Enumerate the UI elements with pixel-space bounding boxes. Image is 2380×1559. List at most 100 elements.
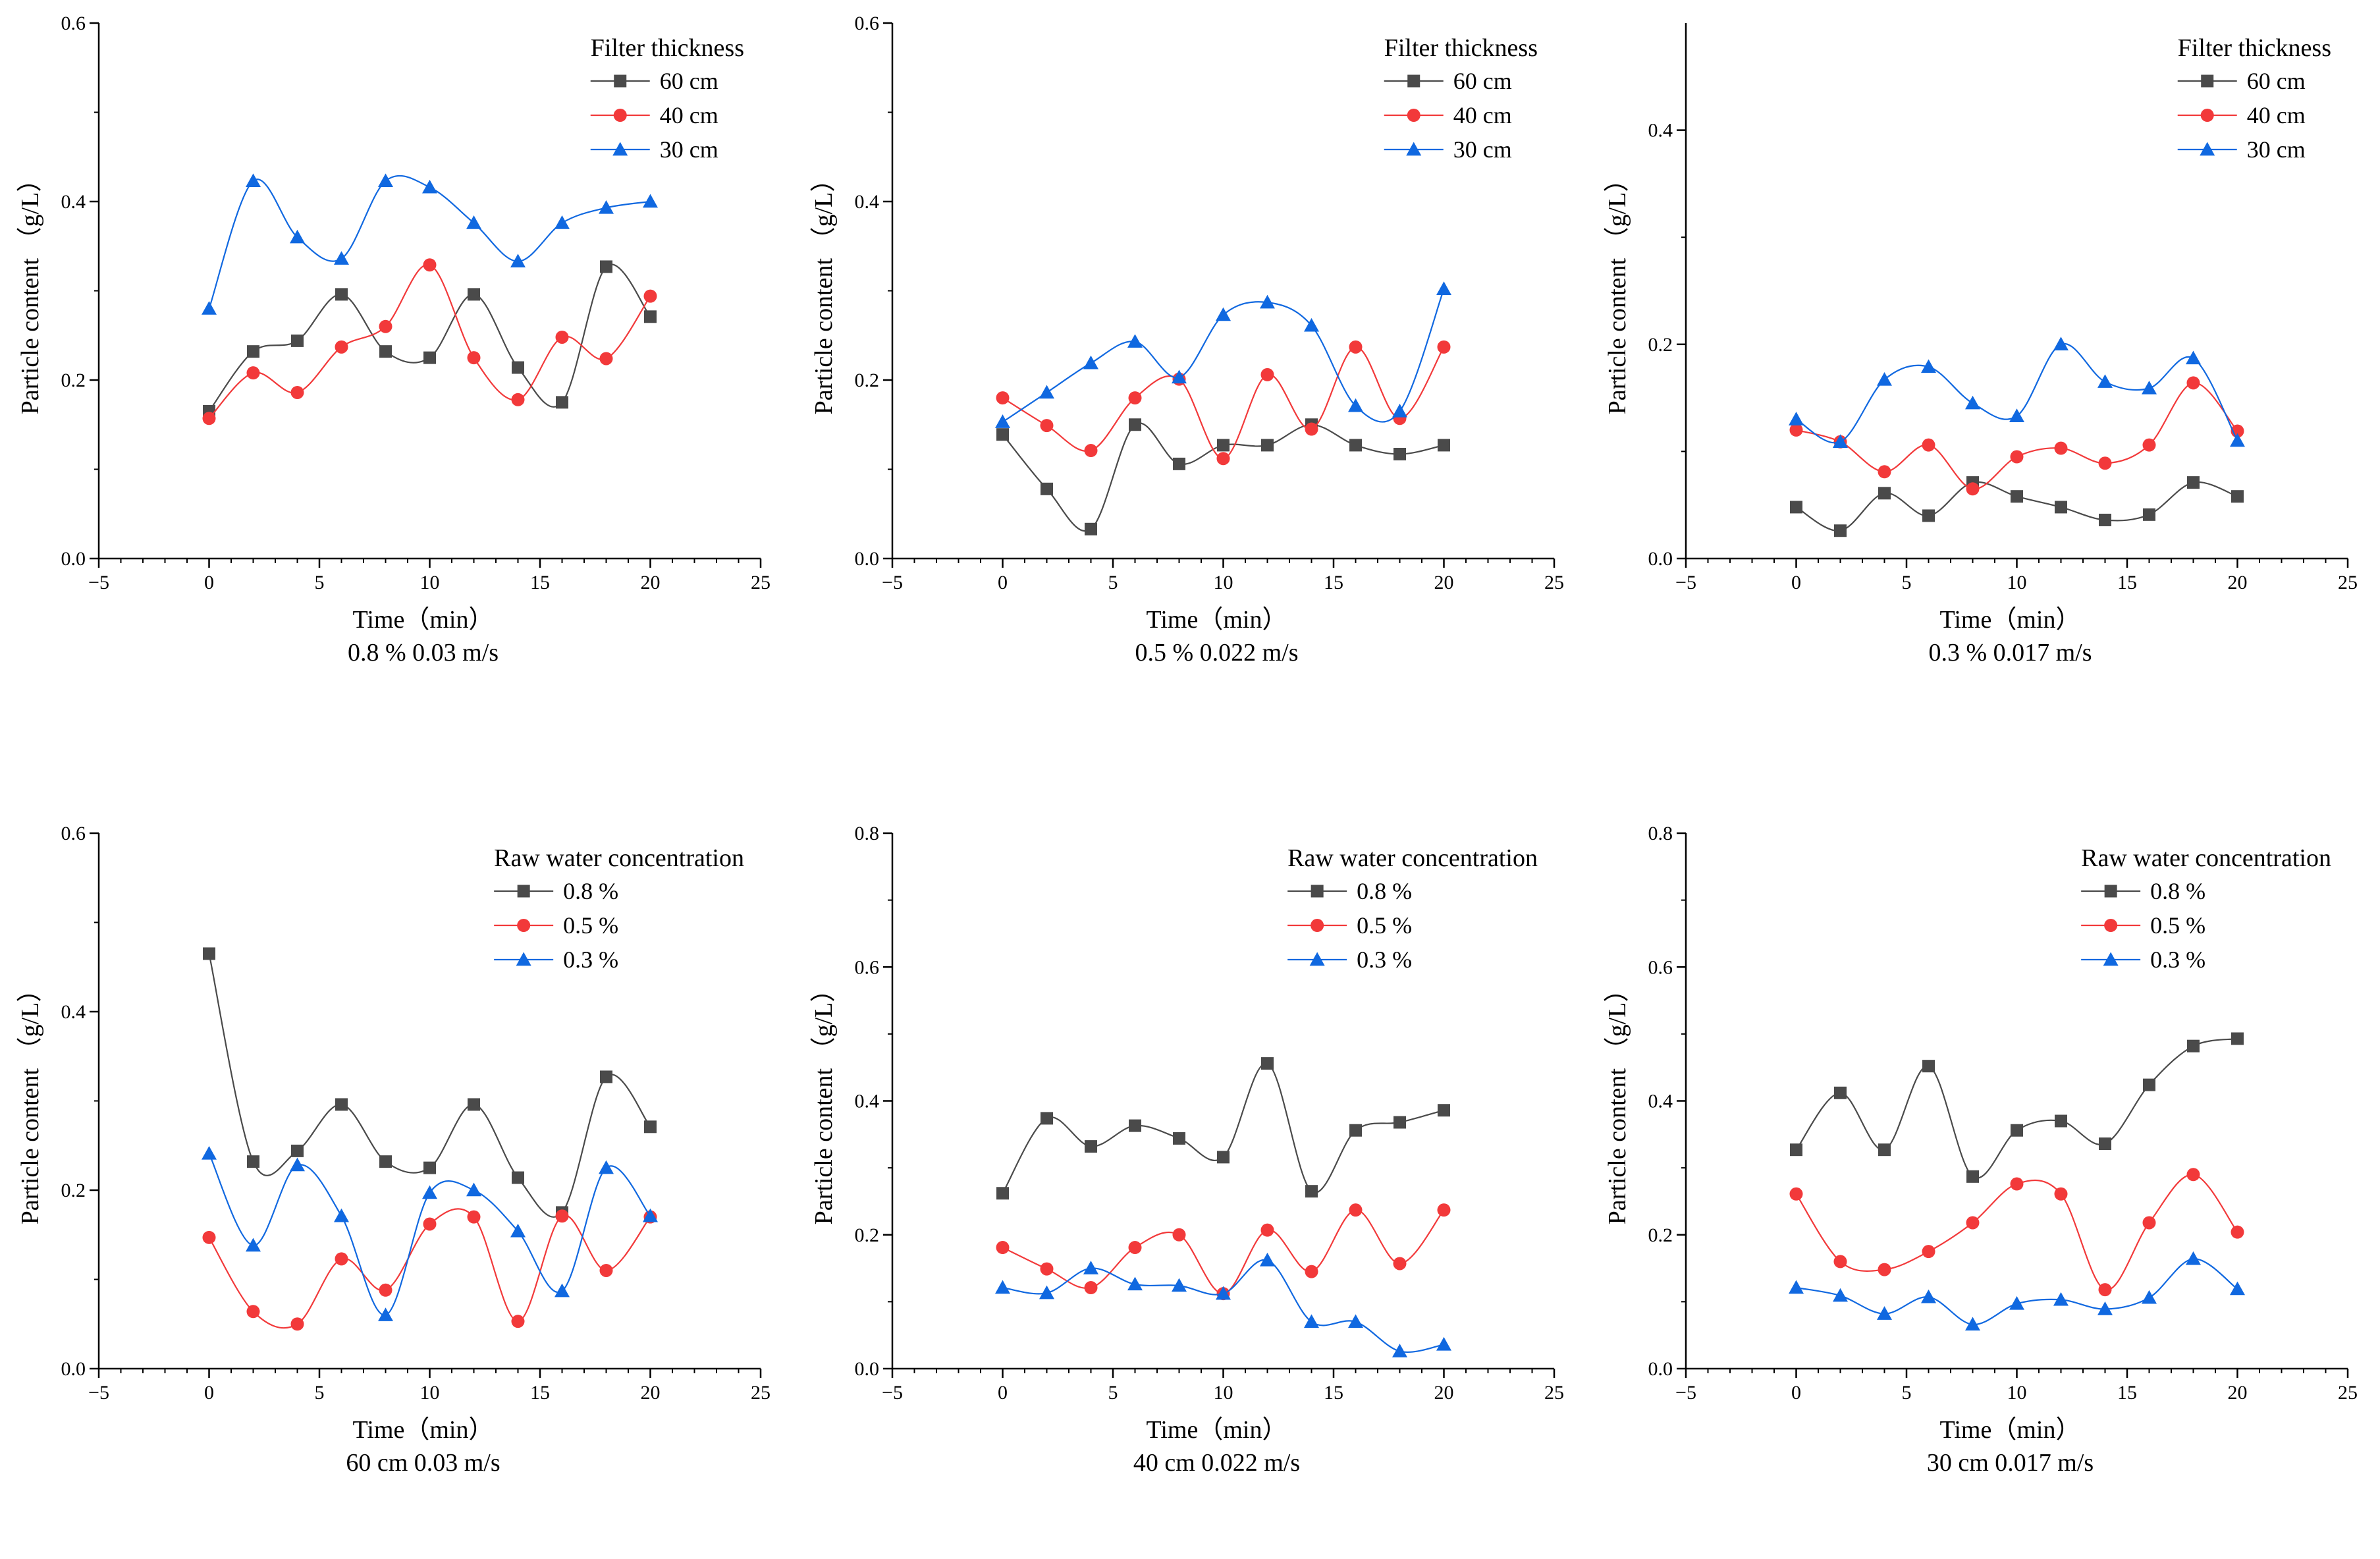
data-point <box>1040 419 1054 433</box>
legend-label: 30 cm <box>1453 136 1512 163</box>
data-point <box>1878 1143 1891 1157</box>
data-point <box>1966 1216 1980 1230</box>
data-point <box>1393 447 1406 460</box>
chart-svg: −5 0 5 10 15 20 25 0.0 0.2 0.4 0.6 Time（min） Particl… <box>810 13 1564 667</box>
y-axis-label: Particle content （g/L） <box>1604 167 1631 415</box>
data-point <box>1436 1336 1451 1351</box>
data-point <box>422 179 437 194</box>
legend-title: Raw water concentration <box>2081 844 2331 872</box>
legend-marker <box>517 919 531 932</box>
data-point <box>1304 317 1319 332</box>
data-point <box>1127 334 1143 348</box>
data-point <box>1085 522 1097 535</box>
data-point <box>379 345 392 358</box>
figure: −5 0 5 10 15 20 25 0.0 0.2 0.4 0.6 Time（min） Particl… <box>0 0 2358 1477</box>
data-point <box>1348 398 1363 412</box>
data-point <box>1041 482 1053 495</box>
data-point <box>644 1120 657 1134</box>
data-point <box>2186 350 2201 365</box>
y-axis-label: Particle content （g/L） <box>810 167 838 415</box>
data-point <box>554 215 570 229</box>
data-point <box>1305 1265 1318 1278</box>
data-point <box>510 254 526 267</box>
data-point <box>1172 1228 1186 1242</box>
x-tick-label: 5 <box>1902 1382 1912 1404</box>
chart-panel-4: −5 0 5 10 15 20 25 0.0 0.2 0.4 0.6 Time（min） Particl… <box>0 810 793 1559</box>
data-point <box>2054 441 2068 455</box>
data-point <box>1790 501 1802 514</box>
data-point <box>1129 1119 1141 1132</box>
data-point <box>1128 1241 1142 1255</box>
x-tick-label: 10 <box>1214 1382 1233 1404</box>
data-point <box>1878 465 1891 479</box>
data-point <box>996 428 1009 441</box>
data-point <box>2142 380 2157 395</box>
data-point <box>291 334 304 347</box>
legend-marker <box>1309 952 1325 966</box>
y-tick-label: 0.0 <box>1648 1358 1673 1380</box>
legend-label: 40 cm <box>1453 102 1512 128</box>
data-point <box>1833 1288 1848 1302</box>
data-point <box>2055 1114 2067 1128</box>
data-point <box>2097 374 2113 388</box>
data-point <box>1437 1203 1451 1217</box>
data-point <box>2054 1187 2068 1201</box>
y-tick-label: 0.6 <box>855 13 880 34</box>
y-tick-label: 0.6 <box>61 13 86 34</box>
data-point <box>1305 1185 1318 1198</box>
legend-label: 0.8 % <box>1357 878 1412 904</box>
x-tick-label: 25 <box>751 572 771 593</box>
y-tick-label: 0.4 <box>1648 1091 1673 1112</box>
y-tick-label: 0.2 <box>855 369 880 391</box>
data-point <box>1922 509 1935 522</box>
data-point <box>512 1171 524 1184</box>
data-point <box>1438 439 1450 452</box>
data-point <box>2010 450 2024 464</box>
data-point <box>202 1230 216 1244</box>
legend-label: 60 cm <box>1453 68 1512 94</box>
data-point <box>1789 1187 1803 1201</box>
data-point <box>2053 1292 2069 1306</box>
data-point <box>556 396 568 409</box>
data-point <box>247 1155 259 1168</box>
data-point <box>643 289 657 303</box>
data-point <box>2098 456 2112 470</box>
data-point <box>335 1252 348 1266</box>
data-point <box>1261 1057 1274 1070</box>
legend-label: 0.3 % <box>563 946 618 973</box>
x-tick-label: 25 <box>2338 1382 2358 1404</box>
chart-svg: −5 0 5 10 15 20 25 0.0 0.2 0.4 0.6 0.8 Time（min） Part… <box>1604 823 2358 1477</box>
series-line-3 <box>1002 1259 1444 1353</box>
chart-svg: −5 0 5 10 15 20 25 0.0 0.2 0.4 0.6 0.8 Time（min） Part… <box>810 823 1564 1477</box>
data-point <box>379 1283 392 1297</box>
legend-marker <box>2200 142 2215 156</box>
x-tick-label: −5 <box>882 572 903 593</box>
data-point <box>1349 1124 1362 1137</box>
legend-label: 0.5 % <box>1357 912 1412 939</box>
x-tick-label: −5 <box>88 1382 109 1404</box>
data-point <box>2011 1124 2023 1137</box>
data-point <box>468 288 480 301</box>
legend-label: 40 cm <box>2247 102 2306 128</box>
data-point <box>1922 1245 1935 1259</box>
data-point <box>1349 1203 1363 1217</box>
data-point <box>379 1155 392 1168</box>
data-point <box>1921 359 1936 373</box>
data-point <box>247 345 259 358</box>
legend-marker <box>614 74 627 88</box>
chart-panel-1: −5 0 5 10 15 20 25 0.0 0.2 0.4 0.6 Time（min） Particl… <box>0 0 793 749</box>
x-tick-label: 10 <box>420 1382 440 1404</box>
data-point <box>510 1223 526 1238</box>
legend-title: Raw water concentration <box>1287 844 1538 872</box>
data-point <box>1393 1116 1406 1129</box>
data-point <box>554 1283 570 1298</box>
data-point <box>555 1209 569 1223</box>
x-tick-label: 20 <box>2228 572 2248 593</box>
data-point <box>1437 340 1451 354</box>
x-tick-label: 25 <box>2338 572 2358 593</box>
legend-marker <box>2201 74 2214 88</box>
legend-title: Raw water concentration <box>494 844 744 872</box>
x-tick-label: 25 <box>751 1382 771 1404</box>
legend-marker <box>2103 952 2119 966</box>
chart-panel-2: −5 0 5 10 15 20 25 0.0 0.2 0.4 0.6 Time（min） Particl… <box>794 0 1586 749</box>
